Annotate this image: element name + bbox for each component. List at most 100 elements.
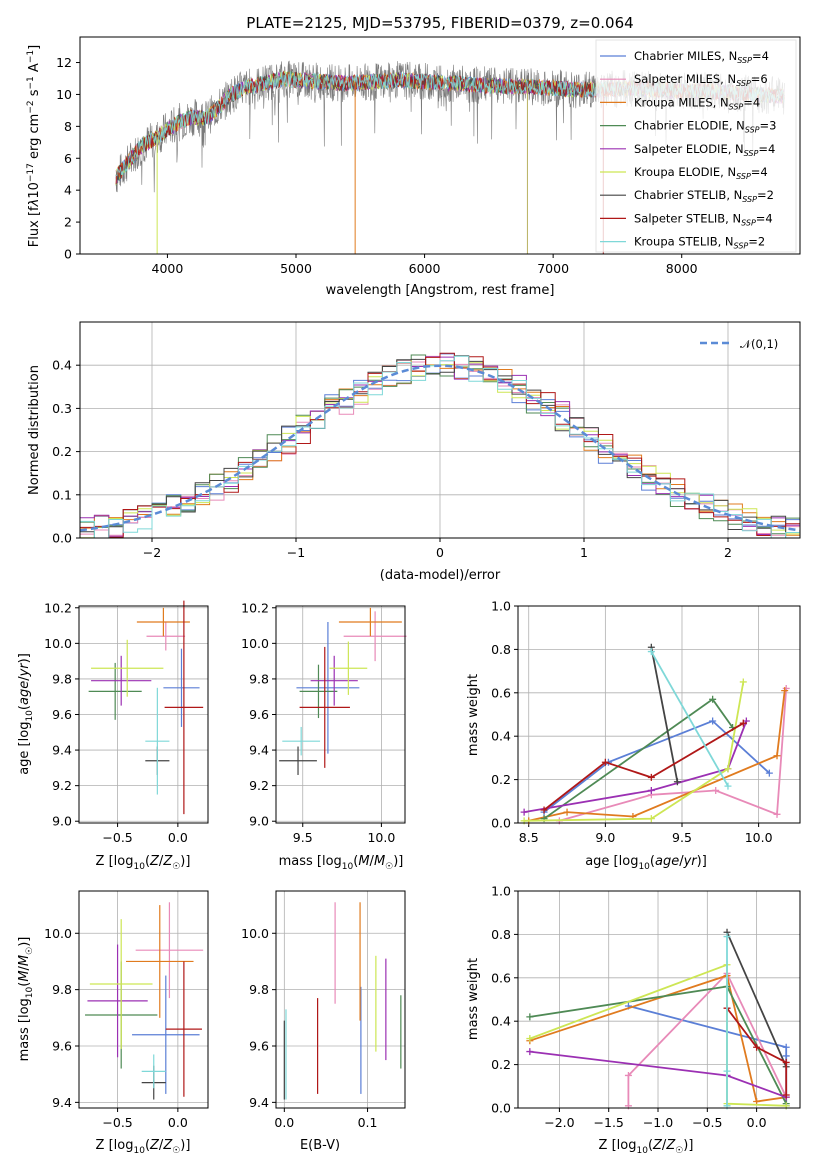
legend-label-count: =4 — [758, 142, 775, 156]
y-tick-label: 9.8 — [249, 671, 269, 686]
mass-weight-marker — [526, 1013, 534, 1021]
y-tick-label: 10.0 — [44, 926, 72, 941]
age-vs-metallicity-panel: −0.5 0.0 9.0 9.2 9.4 9.6 9.8 10.0 10.2 — [44, 600, 209, 845]
y-tick-label: 9.6 — [52, 707, 72, 722]
weight-vs-age-panel: 8.5 9.0 9.5 10.0 0.0 0.2 0.4 0.6 0.8 1.0 — [491, 599, 801, 845]
y-tick-label: 0.4 — [52, 358, 72, 373]
mass-weight-line — [524, 681, 745, 822]
mass-weight-marker — [709, 695, 717, 703]
residuals-plot-area — [79, 322, 801, 539]
mass-weight-line — [543, 722, 744, 811]
x-tick-label: −2.0 — [544, 1115, 574, 1130]
mass-weight-marker — [647, 648, 655, 656]
mass-weight-marker — [782, 1052, 790, 1060]
mass-vs-metallicity-panel: −0.5 0.0 9.4 9.6 9.8 10.0 — [44, 890, 209, 1130]
y-tick-label: 0.1 — [52, 487, 72, 502]
normal-reference-curve — [79, 364, 801, 532]
x-tick-label: −0.5 — [102, 1115, 132, 1130]
mass-weight-marker — [724, 765, 732, 773]
legend-label: Salpeter MILES, NSSP=6 — [634, 72, 768, 88]
mass-weight-marker — [773, 810, 781, 818]
y-tick-label: 0.0 — [491, 1101, 511, 1116]
mass-weight-marker — [673, 778, 681, 786]
mass-weight-marker — [782, 1091, 790, 1099]
x-tick-label: 7000 — [537, 261, 569, 276]
y-tick-label: 9.4 — [52, 743, 72, 758]
weight-Z-xlabel: Z [log10(Z/Z☉)] — [599, 1138, 694, 1156]
y-tick-label: 10.0 — [241, 636, 269, 651]
mass-weight-marker — [753, 1097, 761, 1105]
y-tick-label: 0.3 — [52, 401, 72, 416]
legend-label-count: =4 — [752, 49, 769, 63]
y-tick-label: 0.0 — [491, 816, 511, 831]
weight-vs-metallicity-panel: −2.0 −1.5 −1.0 −0.5 0.0 0.0 0.2 0.4 0.6 0.8 1.0 — [491, 884, 801, 1130]
y-tick-label: 9.0 — [249, 814, 269, 829]
y-tick-label: 10.2 — [44, 600, 72, 615]
y-tick-label: 9.4 — [52, 1095, 72, 1110]
mass-vs-extinction-panel: 0.0 0.1 9.4 9.6 9.8 10.0 — [241, 890, 406, 1130]
legend-label: Salpeter ELODIE, NSSP=4 — [634, 142, 775, 158]
x-tick-label: 0.0 — [168, 1115, 188, 1130]
legend-label: Kroupa STELIB, NSSP=2 — [634, 235, 765, 251]
x-tick-label: 9.0 — [595, 830, 615, 845]
y-tick-label: 9.6 — [249, 707, 269, 722]
mass-weight-line — [726, 931, 788, 1068]
legend-box — [595, 39, 797, 253]
mass-weight-line — [627, 971, 788, 1106]
y-tick-label: 6 — [64, 151, 72, 166]
y-tick-label: 0.0 — [52, 531, 72, 546]
x-tick-label: 9.5 — [293, 830, 313, 845]
spectrum-axes: 4000 5000 6000 7000 8000 0 2 4 6 8 10 12 — [56, 55, 698, 276]
y-tick-label: 2 — [64, 215, 72, 230]
y-tick-label: 9.6 — [249, 1039, 269, 1054]
y-tick-label: 9.8 — [249, 982, 269, 997]
y-tick-label: 0.2 — [491, 1057, 511, 1072]
y-tick-label: 9.4 — [249, 743, 269, 758]
legend-label-sub: SSP — [734, 242, 749, 251]
spectrum-panel: PLATE=2125, MJD=53795, FIBERID=0379, z=0… — [26, 14, 801, 298]
normal-legend-label: 𝒩(0,1) — [740, 337, 778, 351]
mass-weight-marker — [739, 719, 747, 727]
x-tick-label: −1 — [287, 545, 305, 560]
mass-weight-marker — [601, 758, 609, 766]
y-tick-label: 0.6 — [491, 685, 511, 700]
mass-weight-marker — [624, 1071, 632, 1079]
legend-label-sub: SSP — [736, 79, 751, 88]
age-ylabel: age [log10(age/yr)] — [17, 653, 35, 775]
mass-weight-line — [726, 1007, 788, 1095]
y-tick-label: 1.0 — [491, 599, 511, 614]
y-tick-label: 9.2 — [249, 778, 269, 793]
y-tick-label: 0.2 — [491, 772, 511, 787]
mass-weight-marker — [526, 1048, 534, 1056]
y-tick-label: 4 — [64, 183, 72, 198]
x-tick-label: −1.0 — [643, 1115, 673, 1130]
spectrum-legend: Chabrier MILES, NSSP=4 Salpeter MILES, NS… — [595, 39, 797, 253]
x-tick-label: 0.1 — [358, 1115, 378, 1130]
ebv-xlabel: E(B-V) — [300, 1138, 340, 1153]
y-tick-label: 9.6 — [52, 1039, 72, 1054]
weight-Z-ylabel: mass weight — [466, 958, 481, 1040]
age-Z-xlabel: Z [log10(Z/Z☉)] — [96, 854, 191, 872]
legend-label-count: =4 — [756, 211, 773, 225]
residuals-panel: −2 −1 0 1 2 0.0 0.1 0.2 0.3 0.4 (data-model)/erro… — [27, 321, 801, 583]
weight-age-ylabel: mass weight — [466, 674, 481, 756]
mass-ylabel: mass [log10(M/M☉)] — [17, 937, 35, 1062]
y-tick-label: 0 — [64, 247, 72, 262]
spectrum-ylabel: Flux [fλ10−17 erg cm−2 s−1 A−1] — [26, 45, 42, 247]
residual-histogram-step — [80, 354, 800, 535]
legend-label-count: =4 — [751, 165, 768, 179]
legend-label: Chabrier STELIB, NSSP=2 — [634, 188, 774, 204]
legend-label: Kroupa ELODIE, NSSP=4 — [634, 165, 768, 181]
y-tick-label: 10.2 — [241, 600, 269, 615]
legend-label: Chabrier ELODIE, NSSP=3 — [634, 119, 776, 135]
legend-label-count: =3 — [760, 119, 777, 133]
spectrum-title: PLATE=2125, MJD=53795, FIBERID=0379, z=0… — [246, 14, 633, 32]
mass-weight-line — [543, 698, 734, 820]
legend-label-sub: SSP — [744, 149, 759, 158]
y-tick-label: 12 — [56, 55, 72, 70]
x-tick-label: 10.0 — [367, 830, 395, 845]
y-tick-label: 9.4 — [249, 1095, 269, 1110]
panel-frame — [517, 890, 801, 1109]
legend-label-count: =4 — [743, 95, 760, 109]
